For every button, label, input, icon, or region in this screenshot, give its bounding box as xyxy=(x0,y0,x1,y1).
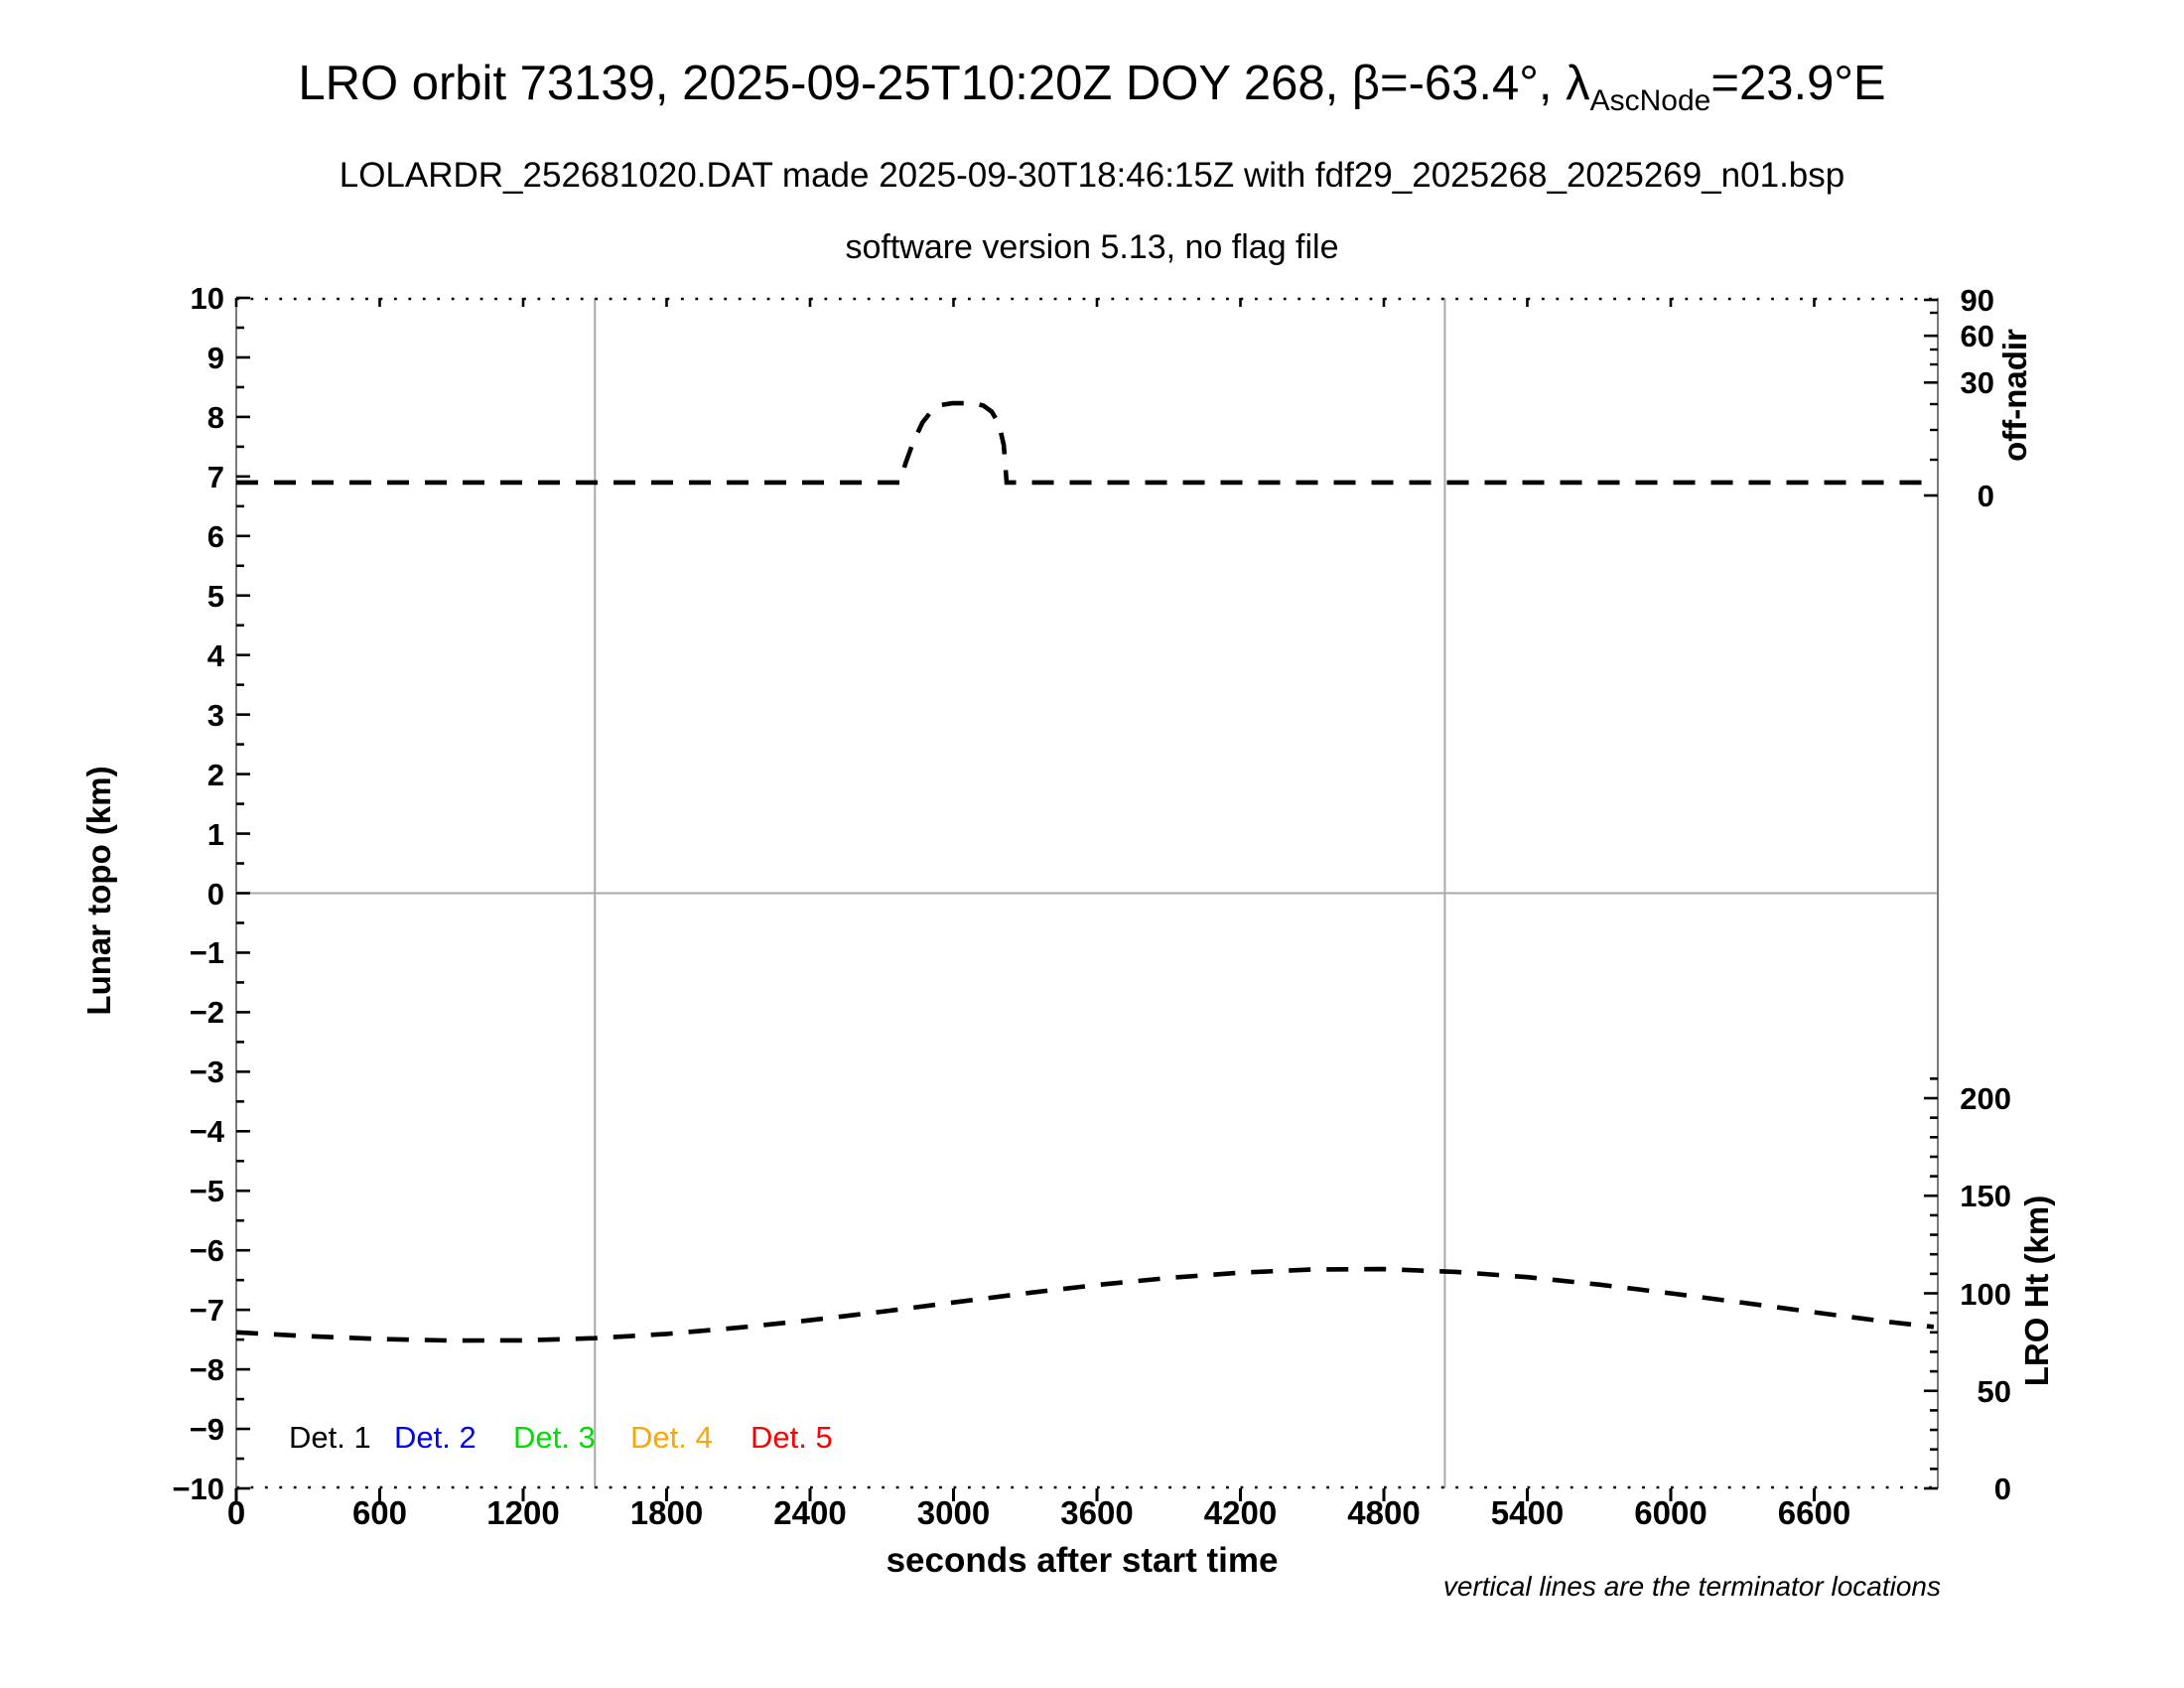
y-tick-label-left: 7 xyxy=(206,459,224,494)
y-tick-label-left: 1 xyxy=(206,816,224,852)
x-tick-label: 2400 xyxy=(773,1494,847,1531)
plot-title-subscript: AscNode xyxy=(1589,83,1711,117)
y-tick-label-left: −4 xyxy=(189,1114,224,1150)
x-tick-label: 4200 xyxy=(1203,1494,1278,1531)
y-tick-label-left: −9 xyxy=(189,1412,224,1448)
legend-item-det-4: Det. 4 xyxy=(630,1420,713,1455)
y-tick-label-lro-ht: 50 xyxy=(1977,1373,2011,1409)
x-tick-label: 0 xyxy=(226,1494,246,1531)
x-tick-label: 1800 xyxy=(629,1494,704,1531)
plot-subtitle-file: LOLARDR_252681020.DAT made 2025-09-30T18… xyxy=(339,156,1845,195)
y-tick-label-left: −3 xyxy=(189,1055,224,1090)
plot-area xyxy=(234,296,1939,1501)
y-tick-label-offnadir: 60 xyxy=(1960,319,1994,354)
y-axis-title-offnadir: off-nadir xyxy=(1996,329,2033,462)
x-tick-label: 6600 xyxy=(1777,1494,1851,1531)
y-tick-label-left: 5 xyxy=(206,578,224,614)
y-tick-label-left: 0 xyxy=(206,876,224,912)
y-axis-title-left: Lunar topo (km) xyxy=(80,766,117,1016)
x-tick-label: 3000 xyxy=(916,1494,991,1531)
y-tick-label-left: 4 xyxy=(206,637,224,673)
off-nadir-series xyxy=(236,400,1934,486)
terminator-note: vertical lines are the terminator locati… xyxy=(1442,1571,1941,1602)
x-tick-label: 600 xyxy=(351,1494,408,1531)
y-tick-label-left: −5 xyxy=(189,1174,224,1209)
y-axis-title-lro-ht: LRO Ht (km) xyxy=(2018,1195,2055,1387)
y-tick-label-left: −10 xyxy=(172,1472,224,1506)
legend-item-det-3: Det. 3 xyxy=(513,1420,596,1455)
y-tick-label-left: −1 xyxy=(189,935,224,971)
y-tick-label-left: 6 xyxy=(206,518,224,554)
plot-subtitle-version: software version 5.13, no flag file xyxy=(845,228,1339,266)
y-tick-label-left: 9 xyxy=(206,340,224,375)
x-tick-label: 3600 xyxy=(1060,1494,1134,1531)
y-tick-label-lro-ht: 100 xyxy=(1960,1276,2011,1312)
y-tick-label-left: 8 xyxy=(206,399,224,435)
y-tick-label-lro-ht: 200 xyxy=(1960,1081,2011,1116)
y-tick-label-offnadir: 0 xyxy=(1977,479,1994,513)
y-tick-label-offnadir: 30 xyxy=(1960,365,1994,401)
x-tick-label: 1200 xyxy=(486,1494,560,1531)
y-tick-label-left: 2 xyxy=(206,757,224,792)
y-tick-label-left: −2 xyxy=(189,995,224,1031)
y-tick-label-offnadir: 90 xyxy=(1960,283,1994,318)
x-tick-label: 4800 xyxy=(1347,1494,1421,1531)
x-axis-title: seconds after start time xyxy=(886,1541,1279,1580)
y-tick-label-lro-ht: 150 xyxy=(1960,1179,2011,1214)
legend-item-det-2: Det. 2 xyxy=(394,1420,477,1455)
y-tick-label-left: 3 xyxy=(206,697,224,733)
x-tick-label: 6000 xyxy=(1634,1494,1707,1531)
legend-item-det-5: Det. 5 xyxy=(751,1420,833,1455)
plot-title: LRO orbit 73139, 2025-09-25T10:20Z DOY 2… xyxy=(0,56,2184,118)
y-tick-label-left: −6 xyxy=(189,1233,224,1269)
x-tick-label: 5400 xyxy=(1490,1494,1565,1531)
y-tick-label-left: 10 xyxy=(190,281,224,316)
y-tick-label-lro-ht: 0 xyxy=(1993,1472,2011,1506)
plot-title-post: =23.9°E xyxy=(1710,57,1886,110)
lro-height-series xyxy=(235,1266,1935,1343)
plot-title-pre: LRO orbit 73139, 2025-09-25T10:20Z DOY 2… xyxy=(298,57,1590,110)
y-tick-label-left: −7 xyxy=(189,1293,224,1329)
legend-item-det-1: Det. 1 xyxy=(289,1420,371,1455)
y-tick-label-left: −8 xyxy=(189,1352,224,1388)
plot-canvas xyxy=(234,296,1939,1501)
